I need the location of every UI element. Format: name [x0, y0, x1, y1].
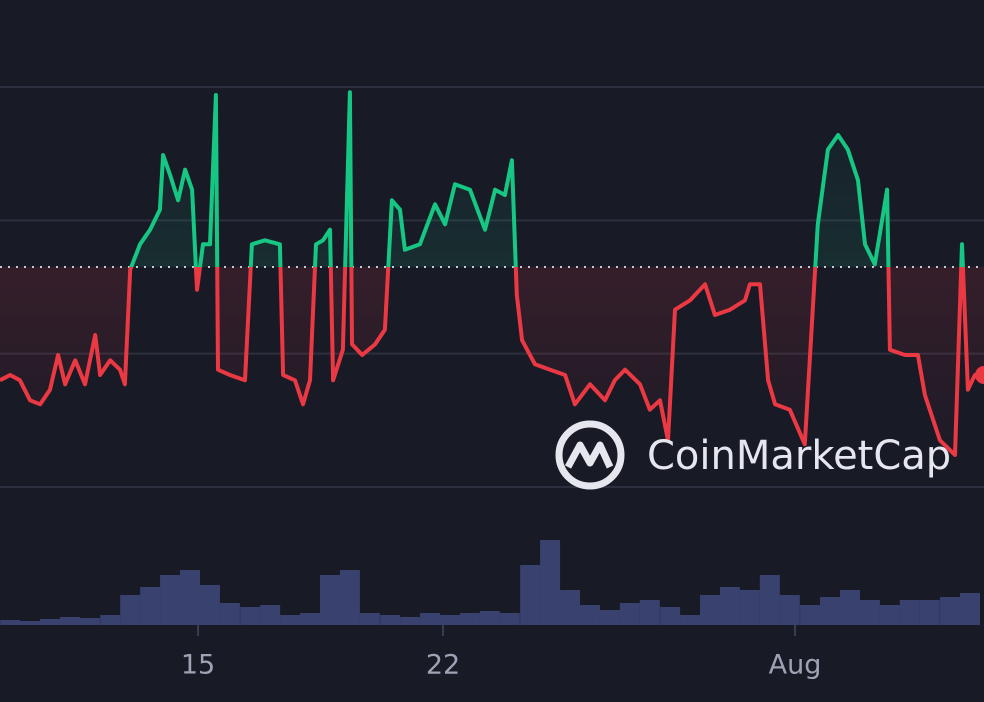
volume-bar [560, 590, 581, 625]
volume-bar [639, 600, 660, 625]
volume-bar [660, 607, 681, 625]
volume-bar [579, 605, 600, 625]
volume-bar [280, 615, 301, 625]
volume-bar [420, 613, 441, 625]
volume-bar [680, 615, 701, 625]
volume-bar [20, 621, 41, 625]
volume-bar [79, 618, 100, 625]
volume-bar [240, 607, 261, 625]
volume-bar [140, 587, 161, 625]
volume-bar [859, 600, 880, 625]
volume-bar [59, 617, 80, 625]
x-tick-label: Aug [769, 650, 822, 681]
volume-bar [359, 613, 380, 625]
volume-bar [520, 565, 541, 625]
volume-bar [180, 570, 201, 625]
watermark: CoinMarketCap [647, 433, 951, 479]
volume-bar [960, 593, 981, 625]
volume-bar [219, 603, 240, 625]
volume-bar [759, 575, 780, 625]
logo [555, 420, 625, 490]
volume-bar [40, 619, 61, 625]
volume-bar [719, 587, 740, 625]
volume-bar [619, 603, 640, 625]
volume-bar [120, 595, 141, 625]
volume-bar [499, 613, 520, 625]
volume-bar [779, 595, 800, 625]
volume-bar [700, 595, 721, 625]
x-tick-label: 15 [181, 650, 215, 681]
volume-bar [319, 575, 340, 625]
volume-bar [599, 610, 620, 625]
volume-bar [940, 597, 961, 625]
volume-bar [260, 605, 281, 625]
volume-bar [839, 590, 860, 625]
volume-bar [440, 615, 461, 625]
volume-bar [919, 600, 940, 625]
volume-bar [339, 570, 360, 625]
area-up [0, 92, 984, 267]
x-tick-label: 22 [426, 650, 460, 681]
volume-bar [739, 590, 760, 625]
volume-bar [820, 597, 841, 625]
volume-bar [0, 620, 21, 625]
volume-bar [300, 613, 321, 625]
volume-bar [540, 540, 561, 625]
volume-bar [199, 585, 220, 625]
volume-bar [459, 613, 480, 625]
last-point [975, 366, 984, 384]
line-up [129, 90, 965, 267]
volume-bar [800, 605, 821, 625]
volume-bar [160, 575, 181, 625]
volume-bar [899, 600, 920, 625]
volume-bar [380, 615, 401, 625]
area-down [0, 267, 984, 455]
volume-bar [479, 611, 500, 625]
volume-bar [100, 615, 121, 625]
volume-bar [879, 605, 900, 625]
volume-bar [400, 617, 421, 625]
